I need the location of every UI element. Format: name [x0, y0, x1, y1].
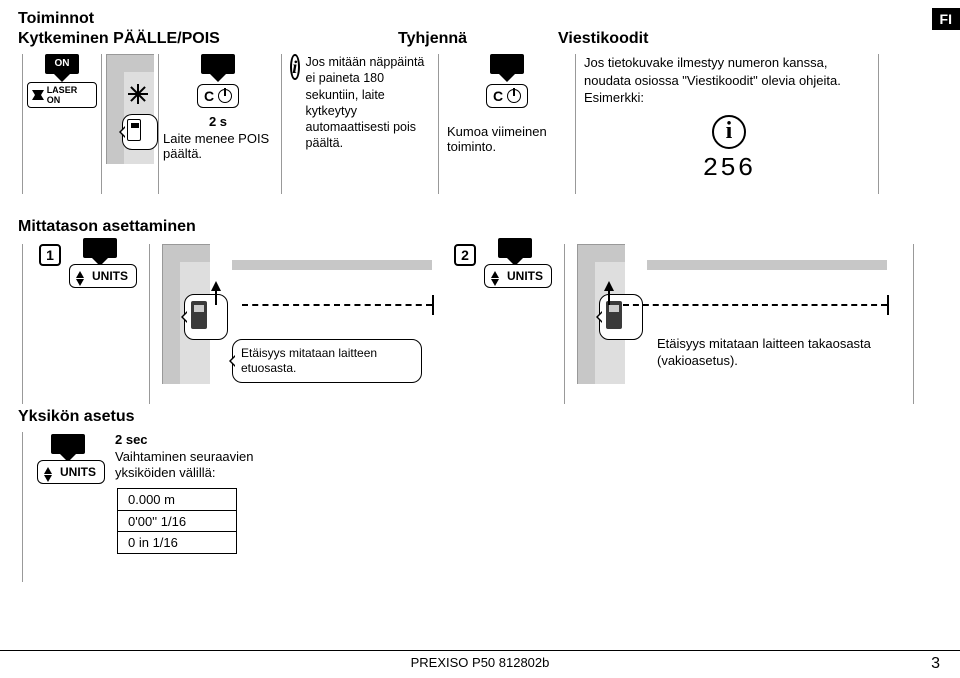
unit-list: 0.000 m 0'00'' 1/16 0 in 1/16: [117, 490, 237, 555]
language-badge: FI: [932, 8, 960, 30]
undo-text: Kumoa viimeinen toiminto.: [447, 124, 567, 154]
power-icon: [218, 89, 232, 103]
power-icon-2: [507, 89, 521, 103]
rear-measure-text: Etäisyys mitataan laitteen takaosasta (v…: [657, 336, 887, 370]
heading-viestikoodit: Viestikoodit: [558, 30, 758, 48]
front-measure-text: Etäisyys mitataan laitteen etuosasta.: [232, 339, 422, 383]
switch-units-text: Vaihtaminen seuraavien yksiköiden välill…: [115, 449, 265, 482]
down-arrow-icon-4: [498, 238, 532, 258]
burst-icon: [128, 84, 148, 104]
c-power-button: C: [197, 84, 239, 108]
unit-option: 0 in 1/16: [117, 531, 237, 554]
on-badge: ON: [45, 54, 79, 74]
c-power-button-2: C: [486, 84, 528, 108]
footer-text: PREXISO P50 812802b: [411, 655, 550, 670]
handheld-dark-icon: [191, 301, 207, 329]
laser-star-icon: [32, 89, 44, 101]
down-arrow-icon-5: [51, 434, 85, 454]
handheld-dark-icon-2: [606, 301, 622, 329]
handheld-icon: [127, 119, 141, 141]
heading-kytkeminen: Kytkeminen PÄÄLLE/POIS: [18, 30, 398, 48]
laser-on-button: LASER ON: [27, 82, 97, 108]
msgcode-text: Jos tietokuvake ilmestyy numeron kanssa,…: [584, 54, 874, 107]
heading-toiminnot: Toiminnot: [18, 10, 398, 28]
step-1-badge: 1: [39, 244, 61, 266]
example-code: 256: [584, 153, 874, 183]
heading-tyhjenna: Tyhjennä: [398, 30, 558, 48]
heading-mittatason: Mittatason asettaminen: [18, 218, 942, 236]
two-sec-label: 2 sec: [115, 432, 265, 447]
duration-label: 2 s: [209, 114, 227, 129]
heading-yksikon: Yksikön asetus: [18, 408, 942, 426]
down-arrow-icon-2: [490, 54, 524, 74]
units-button-1: UNITS: [69, 264, 137, 288]
info-large-icon: i: [712, 115, 746, 149]
down-arrow-icon-3: [83, 238, 117, 258]
unit-option: 0.000 m: [117, 488, 237, 511]
unit-option: 0'00'' 1/16: [117, 510, 237, 533]
units-button-3: UNITS: [37, 460, 105, 484]
power-off-text: Laite menee POIS päältä.: [163, 131, 273, 161]
step-2-badge: 2: [454, 244, 476, 266]
units-button-2: UNITS: [484, 264, 552, 288]
info-icon: i: [290, 54, 300, 80]
down-arrow-icon: [201, 54, 235, 74]
page-number: 3: [931, 655, 940, 673]
device-diagram-1: [106, 54, 154, 164]
auto-off-text: Jos mitään näppäintä ei paineta 180 seku…: [306, 54, 430, 152]
